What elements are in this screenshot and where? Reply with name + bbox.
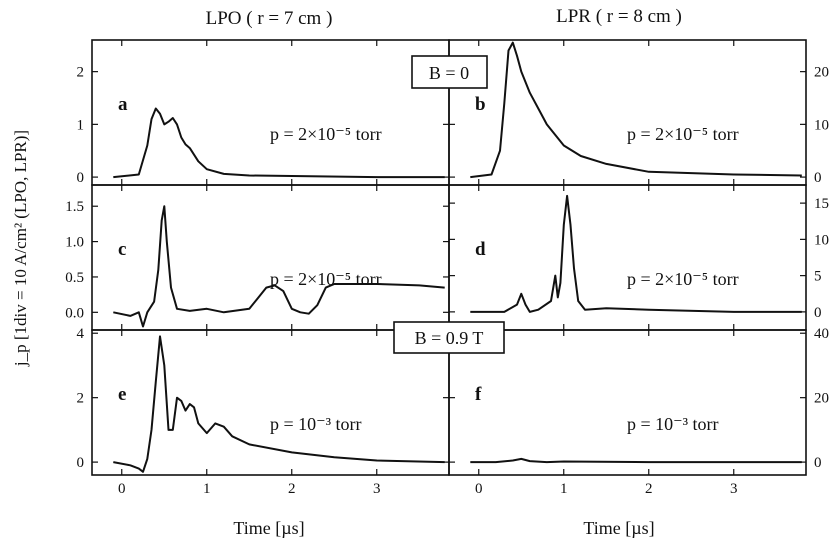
panel-e-letter: e: [118, 384, 126, 405]
y-axis-label: j_p [1div = 10 A/cm² (LPO, LPR)]: [11, 130, 30, 367]
panel-c-y-tick-label: 0.0: [65, 305, 84, 321]
panel-c-frame: [91, 184, 450, 331]
panel-a-y-tick-label: 0: [77, 170, 85, 186]
x-tick-label: 2: [645, 481, 653, 497]
x-tick-label: 1: [560, 481, 568, 497]
panel-a-y-tick-label: 2: [77, 65, 85, 81]
field-label-b0: B = 0: [429, 63, 469, 83]
panel-e-pressure-label: p = 10⁻³ torr: [270, 414, 362, 434]
panel-d-y-tick-label: 5: [814, 269, 822, 285]
panel-f-frame: [448, 329, 807, 476]
panel-e-y-tick-label: 0: [77, 455, 85, 471]
panel-d-series-line: [470, 194, 802, 313]
panel-b-pressure-label: p = 2×10⁻⁵ torr: [627, 124, 739, 144]
panel-a-series-line: [113, 107, 445, 179]
panel-b-letter: b: [475, 94, 486, 115]
panel-b-y-tick-label: 0: [814, 170, 822, 186]
x-tick-label: 3: [373, 481, 381, 497]
panel-d-letter: d: [475, 239, 486, 260]
panel-d-pressure-label: p = 2×10⁻⁵ torr: [627, 269, 739, 289]
panel-d-y-tick-label: 15: [814, 196, 829, 212]
panel-b-y-tick-label: 10: [814, 117, 829, 133]
field-label-b09: B = 0.9 T: [415, 328, 484, 348]
panel-f-series-line: [470, 457, 802, 464]
x-axis-label-left: Time [µs]: [233, 518, 304, 538]
field-label-b09-box: [393, 321, 505, 354]
panel-c-y-tick-label: 1.5: [65, 199, 84, 215]
panel-d-y-tick-label: 0: [814, 305, 822, 321]
panel-f-letter: f: [475, 384, 482, 405]
panel-e-series-line: [113, 335, 445, 473]
x-tick-label: 0: [475, 481, 483, 497]
panel-b-y-tick-label: 20: [814, 65, 829, 81]
panel-f-y-tick-label: 0: [814, 455, 822, 471]
panel-f-y-tick-label: 40: [814, 326, 829, 342]
x-tick-label: 0: [118, 481, 126, 497]
column-title-lpr: LPR ( r = 8 cm ): [556, 6, 682, 27]
panel-c-y-tick-label: 1.0: [65, 235, 84, 251]
x-axis-label-right: Time [µs]: [583, 518, 654, 538]
panel-e-y-tick-label: 4: [77, 326, 85, 342]
panel-f-pressure-label: p = 10⁻³ torr: [627, 414, 719, 434]
x-tick-label: 2: [288, 481, 296, 497]
panel-a-letter: a: [118, 94, 128, 115]
panel-c-y-tick-label: 0.5: [65, 270, 84, 286]
panel-b-series-line: [470, 41, 802, 179]
panel-f-y-tick-label: 20: [814, 391, 829, 407]
panel-a-frame: [91, 39, 450, 186]
column-title-lpo: LPO ( r = 7 cm ): [206, 8, 333, 29]
panel-a-y-tick-label: 1: [77, 117, 85, 133]
field-label-b0-box: [411, 55, 488, 89]
x-tick-label: 3: [730, 481, 738, 497]
panel-e-y-tick-label: 2: [77, 391, 85, 407]
panel-c-pressure-label: p = 2×10⁻⁵ torr: [270, 269, 382, 289]
panel-d-y-tick-label: 10: [814, 232, 829, 248]
x-tick-label: 1: [203, 481, 211, 497]
panel-c-series-line: [113, 205, 445, 328]
panel-a-pressure-label: p = 2×10⁻⁵ torr: [270, 124, 382, 144]
panel-c-letter: c: [118, 239, 126, 260]
